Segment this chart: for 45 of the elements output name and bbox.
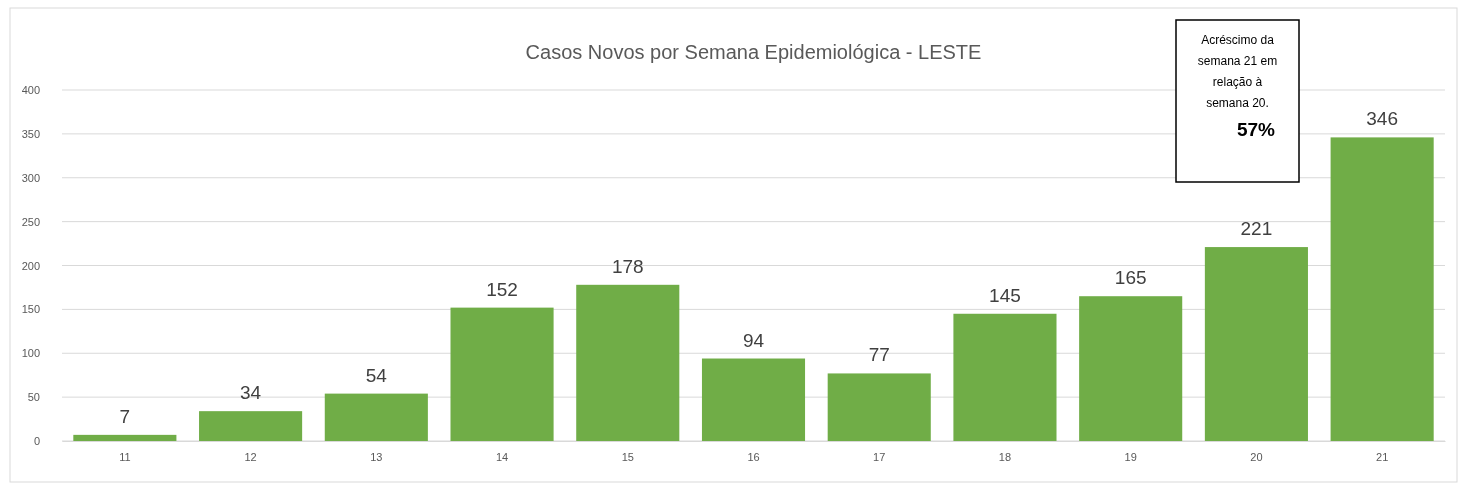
- data-label: 178: [611, 255, 644, 277]
- bar: [827, 373, 931, 441]
- x-tick-label: 16: [747, 450, 760, 463]
- data-label: 77: [868, 344, 890, 366]
- data-label: 152: [486, 278, 518, 300]
- bar: [1079, 296, 1183, 441]
- bar: [576, 284, 680, 441]
- y-tick-label: 350: [21, 127, 40, 140]
- bar: [701, 358, 806, 441]
- y-tick-label: 400: [21, 84, 40, 97]
- bar: [450, 307, 554, 441]
- data-label: 145: [989, 284, 1021, 306]
- x-tick-label: 18: [998, 450, 1012, 463]
- x-tick-label: 15: [621, 450, 634, 463]
- x-tick-label: 11: [119, 450, 131, 463]
- y-tick-label: 250: [21, 215, 40, 228]
- bar: [324, 393, 428, 441]
- data-label: 165: [1114, 267, 1147, 289]
- x-tick-label: 19: [1124, 450, 1137, 463]
- x-tick-label: 21: [1376, 450, 1389, 463]
- y-tick-label: 300: [21, 171, 40, 184]
- y-tick-label: 100: [21, 347, 40, 360]
- x-tick-label: 14: [495, 450, 509, 463]
- y-tick-label: 150: [21, 303, 40, 316]
- annotation: 57%: [1236, 119, 1276, 140]
- x-tick-label: 13: [370, 450, 383, 463]
- bar: [199, 411, 303, 441]
- chart-title: Casos Novos por Semana Epidemiológica - LESTE: [525, 41, 982, 63]
- x-tick-label: 20: [1250, 450, 1263, 463]
- x-tick-label: 17: [873, 450, 886, 463]
- bar: [73, 434, 177, 441]
- data-label: 34: [240, 382, 262, 404]
- bar: [1330, 137, 1434, 441]
- data-label: 346: [1366, 108, 1398, 130]
- y-tick-label: 50: [27, 391, 40, 404]
- y-tick-label: 0: [33, 435, 40, 448]
- x-tick-label: 12: [244, 450, 257, 463]
- annotation: Acréscimo da semana 21 em relação à semana 20.: [1197, 33, 1278, 110]
- data-label: 221: [1240, 218, 1273, 240]
- bar: [1204, 247, 1308, 441]
- data-label: 54: [365, 364, 388, 386]
- y-tick-label: 200: [21, 259, 40, 272]
- bar: [953, 313, 1057, 441]
- data-label: 7: [119, 405, 131, 427]
- data-label: 94: [742, 329, 765, 351]
